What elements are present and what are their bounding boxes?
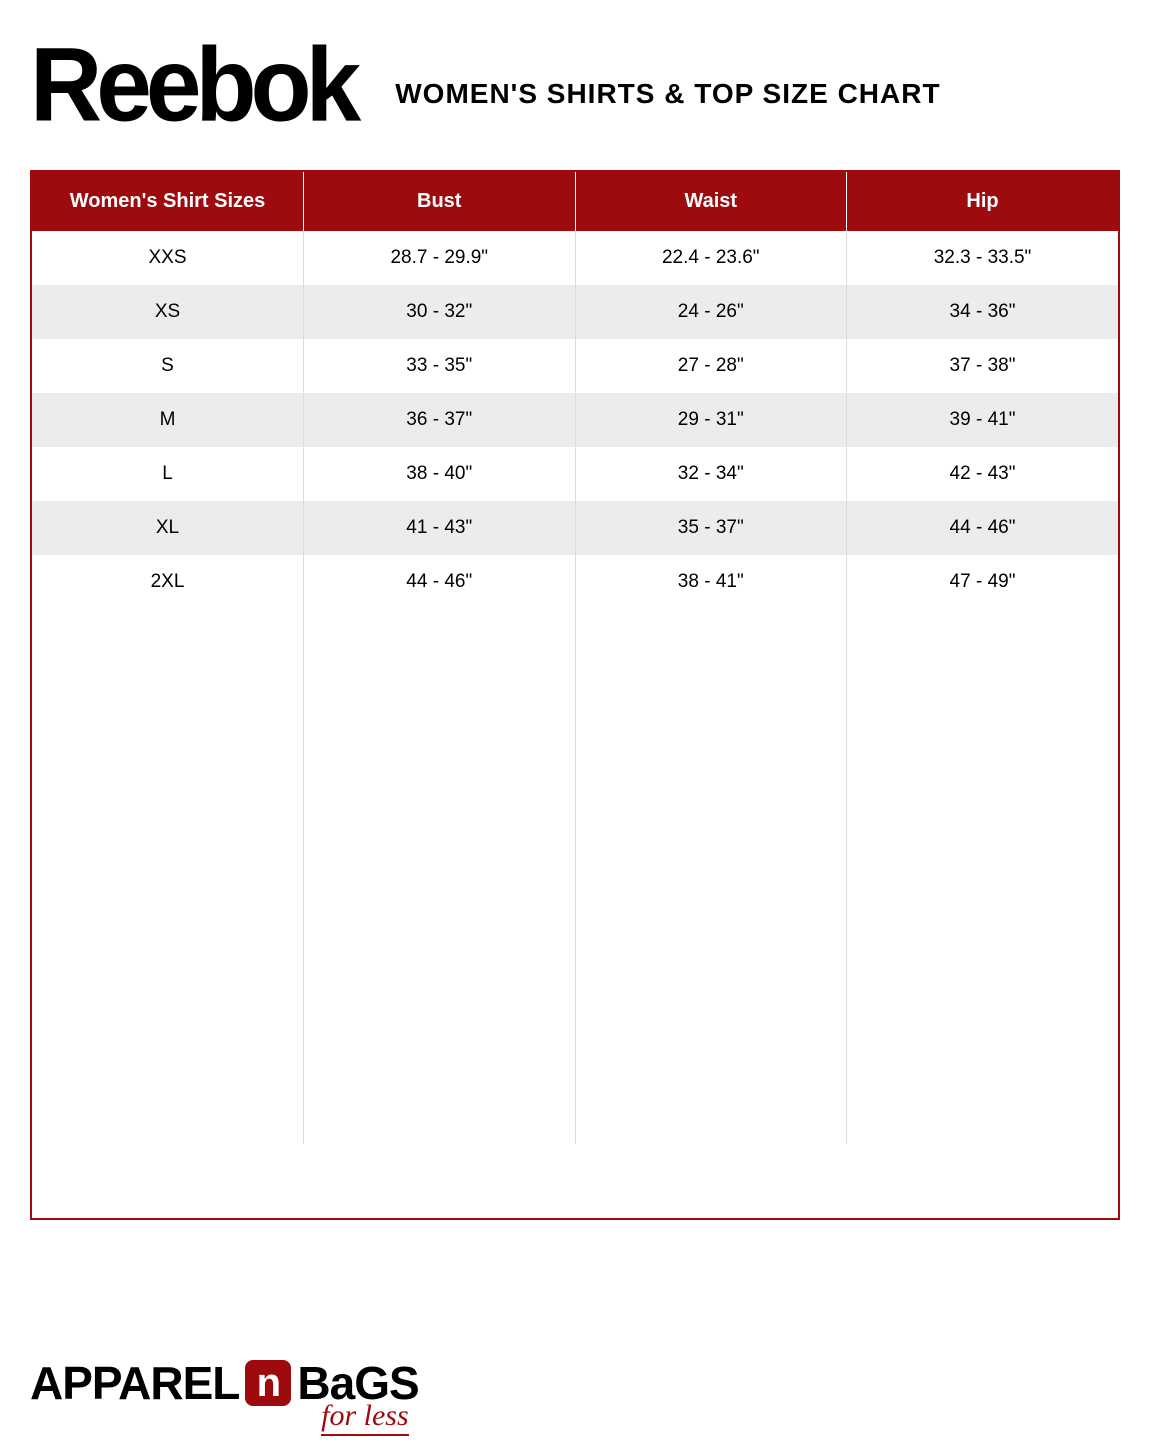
cell-bust: 28.7 - 29.9"	[304, 231, 576, 285]
cell-bust: 44 - 46"	[304, 555, 576, 609]
cell-size: XL	[32, 501, 304, 555]
cell-hip: 42 - 43"	[847, 447, 1119, 501]
cell-hip: 47 - 49"	[847, 555, 1119, 609]
table-row: M 36 - 37" 29 - 31" 39 - 41"	[32, 393, 1118, 447]
cell-bust: 36 - 37"	[304, 393, 576, 447]
cell-hip: 39 - 41"	[847, 393, 1119, 447]
logo-tagline: for less	[321, 1399, 409, 1436]
header: Reebok WOMEN'S SHIRTS & TOP SIZE CHART	[30, 40, 1120, 130]
table-row: XS 30 - 32" 24 - 26" 34 - 36"	[32, 285, 1118, 339]
cell-size: XS	[32, 285, 304, 339]
table-filler-row	[32, 609, 1118, 1144]
col-header-bust: Bust	[304, 172, 576, 231]
cell-waist: 29 - 31"	[575, 393, 847, 447]
cell-size: S	[32, 339, 304, 393]
cell-bust: 33 - 35"	[304, 339, 576, 393]
footer: APPAREL n BaGS for less	[30, 1356, 419, 1410]
chart-title: WOMEN'S SHIRTS & TOP SIZE CHART	[395, 78, 940, 110]
cell-size: 2XL	[32, 555, 304, 609]
cell-hip: 34 - 36"	[847, 285, 1119, 339]
cell-hip: 44 - 46"	[847, 501, 1119, 555]
size-chart-table-container: Women's Shirt Sizes Bust Waist Hip XXS 2…	[30, 170, 1120, 1220]
cell-hip: 37 - 38"	[847, 339, 1119, 393]
table-header-row: Women's Shirt Sizes Bust Waist Hip	[32, 172, 1118, 231]
table-row: 2XL 44 - 46" 38 - 41" 47 - 49"	[32, 555, 1118, 609]
cell-waist: 27 - 28"	[575, 339, 847, 393]
cell-size: M	[32, 393, 304, 447]
cell-bust: 41 - 43"	[304, 501, 576, 555]
col-header-size: Women's Shirt Sizes	[32, 172, 304, 231]
table-row: L 38 - 40" 32 - 34" 42 - 43"	[32, 447, 1118, 501]
cell-waist: 35 - 37"	[575, 501, 847, 555]
cell-bust: 30 - 32"	[304, 285, 576, 339]
logo-text-left: APPAREL	[30, 1356, 239, 1410]
logo-n-badge: n	[245, 1360, 291, 1406]
cell-waist: 38 - 41"	[575, 555, 847, 609]
col-header-hip: Hip	[847, 172, 1119, 231]
brand-logo: Reebok	[30, 38, 355, 133]
apparelnbags-logo: APPAREL n BaGS for less	[30, 1356, 419, 1410]
cell-waist: 22.4 - 23.6"	[575, 231, 847, 285]
cell-size: XXS	[32, 231, 304, 285]
cell-bust: 38 - 40"	[304, 447, 576, 501]
cell-size: L	[32, 447, 304, 501]
table-row: XL 41 - 43" 35 - 37" 44 - 46"	[32, 501, 1118, 555]
cell-hip: 32.3 - 33.5"	[847, 231, 1119, 285]
cell-waist: 24 - 26"	[575, 285, 847, 339]
size-chart-table: Women's Shirt Sizes Bust Waist Hip XXS 2…	[32, 172, 1118, 1144]
cell-waist: 32 - 34"	[575, 447, 847, 501]
table-row: XXS 28.7 - 29.9" 22.4 - 23.6" 32.3 - 33.…	[32, 231, 1118, 285]
col-header-waist: Waist	[575, 172, 847, 231]
table-row: S 33 - 35" 27 - 28" 37 - 38"	[32, 339, 1118, 393]
